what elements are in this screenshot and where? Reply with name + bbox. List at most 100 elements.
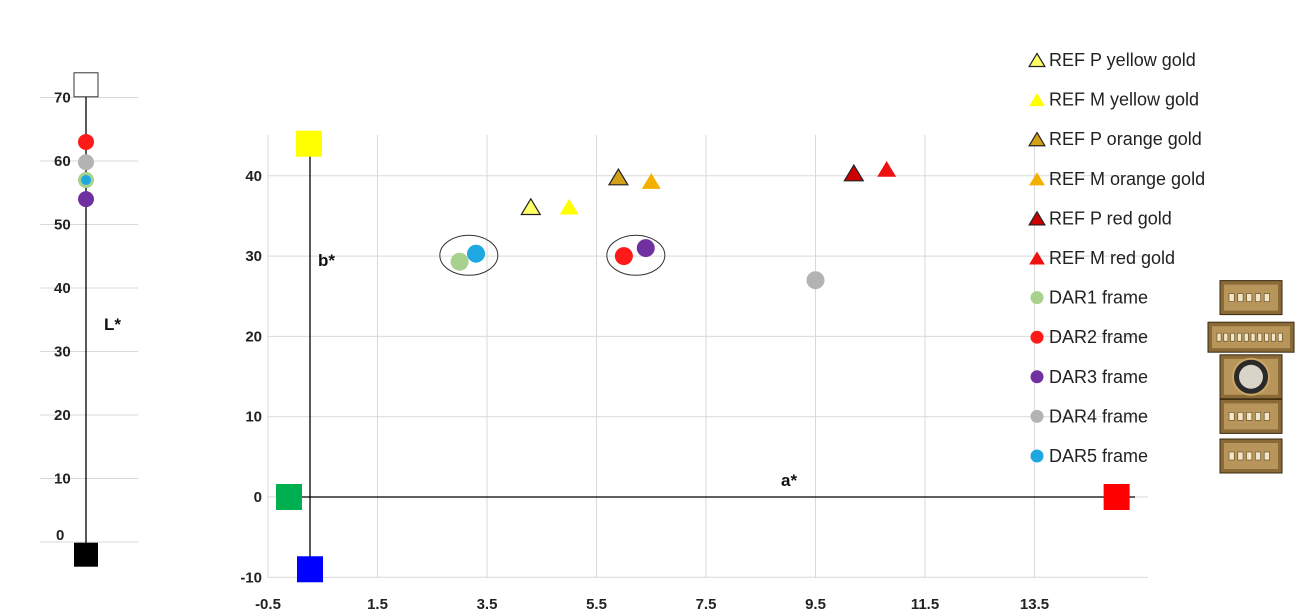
l-points [73, 72, 99, 567]
legend-marker [1030, 409, 1044, 423]
reference-square-ff0000 [1103, 484, 1130, 510]
thumb-digit [1237, 293, 1244, 302]
ab-x-tick-label: 7.5 [696, 596, 717, 613]
ab-y-tick-label: 30 [245, 248, 262, 265]
legend-marker [1029, 172, 1045, 186]
ab-x-tick-label: 11.5 [911, 596, 939, 613]
ab-x-tick-label: 1.5 [367, 596, 388, 613]
ref-m-yellow-gold-point [559, 198, 579, 215]
ab-x-tick-label: -0.5 [255, 596, 281, 613]
l-tick-label: 40 [54, 280, 71, 297]
thumb-digit [1228, 412, 1235, 421]
l-tick-labels: 0 10 20 30 40 50 60 70 [54, 90, 71, 545]
legend-label: REF M red gold [1049, 248, 1175, 268]
legend-marker [1030, 370, 1044, 384]
legend-label: DAR1 frame [1049, 288, 1148, 308]
l-axis-label: L* [104, 315, 121, 334]
legend-item-ref-m-yellow-gold: REF M yellow gold [1029, 90, 1199, 110]
thumb-digit [1263, 412, 1270, 421]
dar4-frame-l-point [78, 154, 94, 171]
ab-x-tick-label: 3.5 [477, 596, 498, 613]
thumb-digit [1246, 412, 1253, 421]
legend-label: DAR5 frame [1049, 446, 1148, 466]
thumb-digit [1223, 332, 1229, 342]
thumb-digit [1237, 332, 1242, 342]
legend-label: REF M yellow gold [1049, 90, 1199, 110]
dar5-l-dot [81, 175, 91, 186]
ab-x-tick-label: 13.5 [1020, 596, 1049, 613]
legend-marker [1029, 251, 1045, 265]
ab-y-tick-label: 20 [245, 328, 262, 345]
legend-label: DAR2 frame [1049, 327, 1148, 347]
l-tick-label: 50 [54, 217, 71, 234]
legend: REF P yellow gold REF M yellow gold REF P … [1028, 50, 1295, 474]
reference-square-0000ff [297, 556, 323, 583]
legend-item-dar4-frame: DAR4 frame [1030, 398, 1283, 434]
legend-label: DAR4 frame [1049, 406, 1148, 426]
ab-points [450, 161, 897, 290]
thumb-digit [1246, 293, 1253, 302]
l-tick-label: 10 [54, 471, 71, 488]
dar5-frame-l-point [81, 175, 91, 186]
legend-marker [1029, 92, 1045, 107]
thumb-digit [1237, 451, 1244, 461]
legend-label: REF P yellow gold [1049, 50, 1196, 70]
ref-p-orange-gold-point [607, 167, 629, 186]
thumb-digit [1263, 451, 1270, 461]
dar2-frame-l-dot [78, 133, 94, 150]
white-l-point [73, 72, 99, 98]
legend-item-ref-p-red-gold: REF P red gold [1028, 208, 1172, 228]
b-axis-label: b* [318, 251, 335, 270]
l-tick-label: 0 [56, 527, 64, 544]
legend-marker [1028, 210, 1046, 226]
dar5-frame-point [467, 244, 486, 263]
ab-axes [290, 150, 1135, 570]
thumb-digit [1228, 451, 1235, 461]
ab-y-tick-label: -10 [240, 569, 262, 586]
ab-x-tick-label: 5.5 [586, 596, 607, 613]
ab-y-tick-label: 10 [245, 409, 262, 426]
ab-x-tick-labels: -0.5 1.5 3.5 5.5 7.5 9.5 11.5 13.5 [255, 596, 1049, 613]
legend-label: REF P orange gold [1049, 129, 1202, 149]
thumb-digit [1255, 293, 1261, 302]
dar2-frame-point [614, 247, 633, 266]
legend-item-dar1-frame: DAR1 frame [1030, 280, 1283, 316]
black-l-point [74, 542, 98, 567]
dar4-frame-l-dot [78, 154, 94, 171]
legend-marker [1030, 291, 1044, 305]
thumb-digit [1263, 293, 1270, 302]
ref-m-red-gold-point [877, 161, 897, 177]
dar1-frame-point [450, 252, 469, 271]
l-gridlines [40, 97, 138, 543]
legend-thumbnail-dar2-frame [1207, 321, 1295, 353]
ab-reference-markers [276, 130, 1130, 583]
dar4-frame-point [806, 271, 825, 290]
legend-marker [1028, 52, 1046, 68]
reference-square-ffff00 [296, 130, 322, 157]
thumb-digit [1216, 332, 1222, 342]
legend-thumbnail-dar4-frame [1219, 398, 1283, 434]
ab-gridlines [267, 135, 1148, 578]
legend-item-dar2-frame: DAR2 frame [1030, 321, 1295, 353]
legend-marker [1030, 330, 1044, 344]
legend-item-dar3-frame: DAR3 frame [1030, 354, 1283, 400]
thumb-digit [1237, 412, 1244, 421]
legend-item-ref-p-orange-gold: REF P orange gold [1028, 129, 1202, 149]
legend-item-ref-m-red-gold: REF M red gold [1029, 248, 1175, 268]
legend-label: REF P red gold [1049, 208, 1172, 228]
dar3-frame-point [636, 239, 655, 258]
thumb-digit [1271, 332, 1276, 342]
dar3-frame-l-point [78, 191, 94, 208]
dar3-frame-l-dot [78, 191, 94, 208]
thumb-digit [1250, 332, 1256, 342]
legend-label: REF M orange gold [1049, 169, 1205, 189]
ref-m-orange-gold-point [641, 173, 661, 189]
legend-item-ref-p-yellow-gold: REF P yellow gold [1028, 50, 1196, 70]
legend-label: DAR3 frame [1049, 367, 1148, 387]
thumb-digit [1277, 332, 1283, 342]
reference-square-00b050 [276, 484, 302, 510]
l-tick-label: 60 [54, 153, 71, 170]
ab-x-tick-label: 9.5 [805, 596, 826, 613]
l-star-chart: 0 10 20 30 40 50 60 70 L* [40, 72, 138, 567]
ab-chart: -10 0 10 20 30 40 -0.5 1.5 3.5 5.5 7.5 9.5 11.5 13.5… [240, 130, 1148, 613]
